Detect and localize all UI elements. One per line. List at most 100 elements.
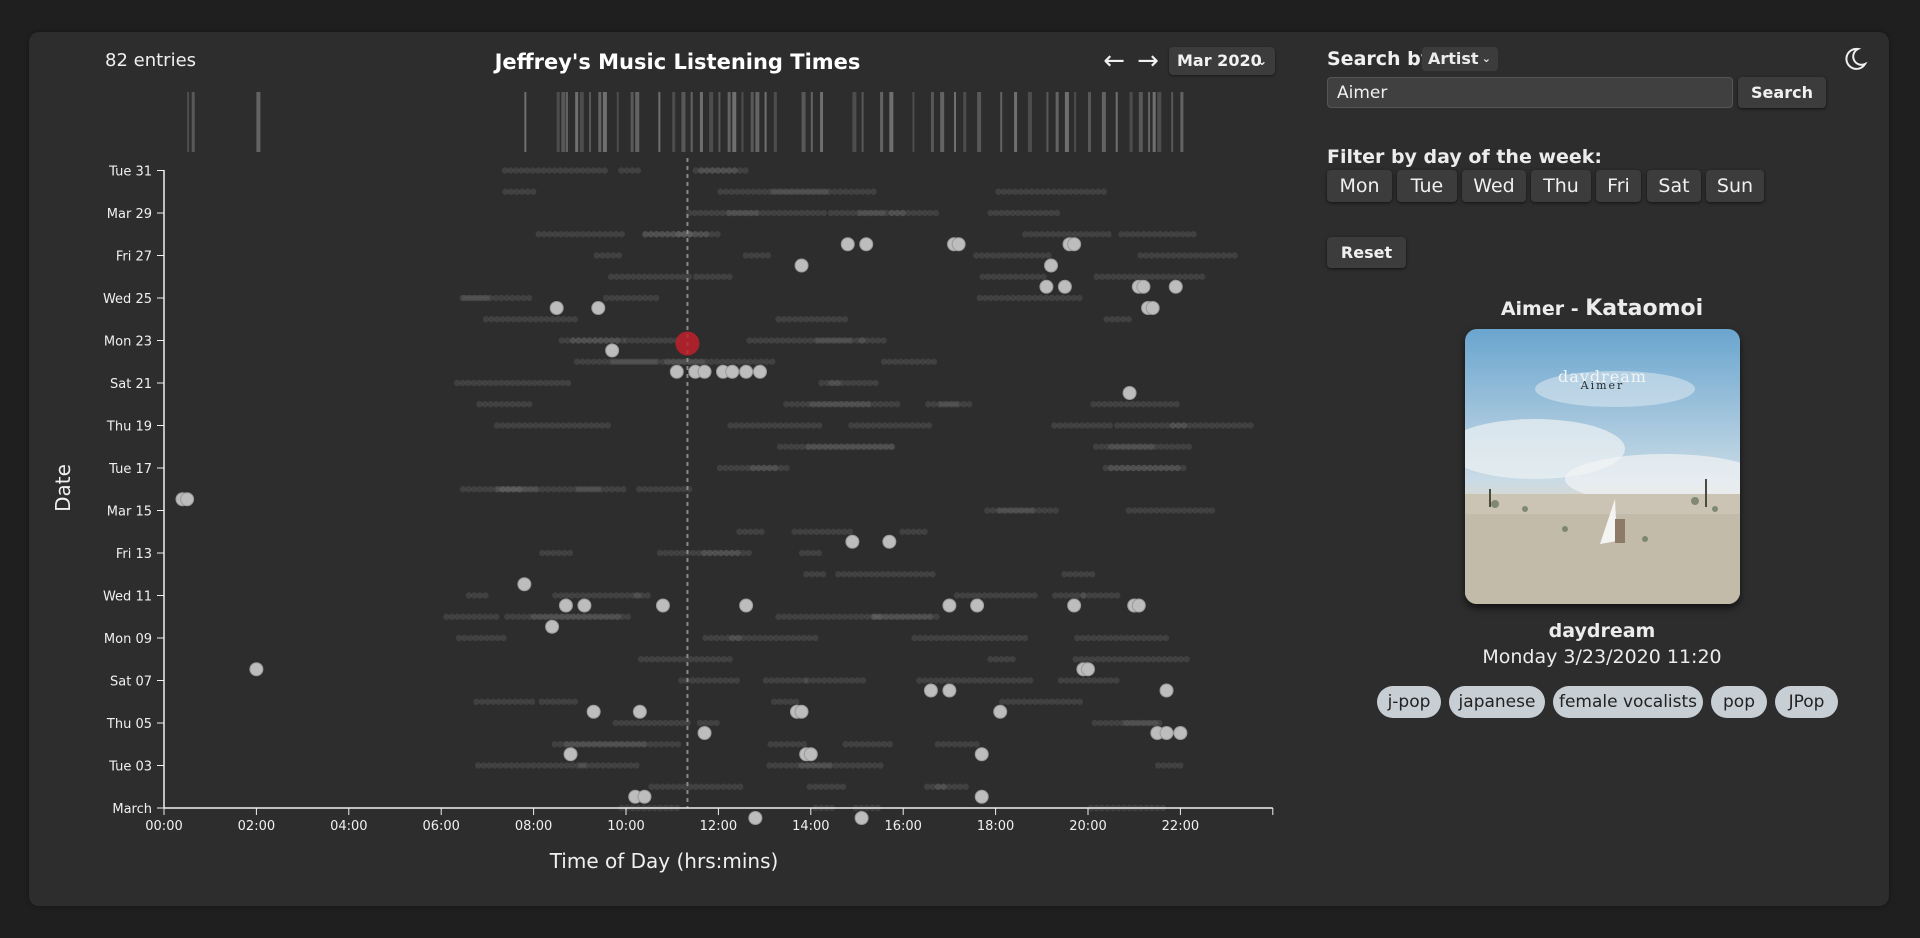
listen-point[interactable] bbox=[549, 301, 564, 315]
listen-point[interactable] bbox=[1145, 301, 1160, 315]
listen-point[interactable] bbox=[697, 726, 712, 740]
faint-mark bbox=[727, 464, 735, 472]
listen-point[interactable] bbox=[591, 301, 606, 315]
strip-bar bbox=[1074, 92, 1077, 152]
search-input[interactable] bbox=[1327, 77, 1733, 108]
listen-point[interactable] bbox=[970, 598, 985, 613]
day-button-wed[interactable]: Wed bbox=[1462, 170, 1526, 202]
faint-mark bbox=[1102, 464, 1109, 472]
faint-mark bbox=[744, 188, 752, 195]
faint-mark bbox=[1193, 273, 1200, 280]
listen-point[interactable] bbox=[993, 704, 1008, 719]
tag-chip[interactable]: j-pop bbox=[1377, 686, 1441, 718]
search-button[interactable]: Search bbox=[1738, 77, 1826, 108]
listen-point[interactable] bbox=[882, 534, 897, 549]
listen-point[interactable] bbox=[1067, 237, 1082, 252]
listen-point[interactable] bbox=[942, 598, 957, 613]
tag-chip[interactable]: pop bbox=[1711, 686, 1767, 718]
listen-point[interactable] bbox=[697, 364, 712, 379]
faint-mark bbox=[1063, 677, 1070, 684]
listen-point[interactable] bbox=[845, 534, 860, 549]
faint-mark bbox=[668, 273, 676, 280]
faint-mark bbox=[820, 337, 827, 344]
faint-mark bbox=[814, 188, 822, 195]
listen-point[interactable] bbox=[563, 747, 578, 762]
tag-chip[interactable]: japanese bbox=[1449, 686, 1545, 718]
faint-mark bbox=[1059, 294, 1067, 302]
faint-mark bbox=[453, 379, 461, 387]
listen-point[interactable] bbox=[1136, 279, 1151, 294]
listen-point[interactable] bbox=[974, 747, 989, 762]
listen-point[interactable] bbox=[748, 811, 763, 825]
listen-point[interactable] bbox=[803, 747, 818, 762]
faint-mark bbox=[647, 741, 654, 748]
tag-chip[interactable]: JPop bbox=[1775, 686, 1838, 718]
day-button-thu[interactable]: Thu bbox=[1531, 170, 1591, 202]
faint-mark bbox=[472, 294, 480, 302]
faint-mark bbox=[824, 528, 832, 535]
listen-point[interactable] bbox=[854, 811, 869, 825]
faint-mark bbox=[930, 401, 937, 408]
listen-point[interactable] bbox=[1131, 598, 1146, 613]
day-button-sat[interactable]: Sat bbox=[1647, 170, 1701, 202]
day-button-tue[interactable]: Tue bbox=[1397, 170, 1457, 202]
listen-point[interactable] bbox=[1039, 279, 1054, 294]
listen-point[interactable] bbox=[180, 492, 195, 507]
listen-point[interactable] bbox=[577, 598, 592, 613]
faint-mark bbox=[821, 762, 829, 769]
listen-point[interactable] bbox=[637, 789, 652, 804]
listen-point[interactable] bbox=[1159, 726, 1174, 740]
listen-point[interactable] bbox=[739, 364, 754, 379]
faint-mark bbox=[724, 358, 732, 365]
arrow-right-icon[interactable]: → bbox=[1137, 46, 1159, 76]
listen-point[interactable] bbox=[923, 683, 938, 698]
listen-point[interactable] bbox=[1122, 386, 1137, 400]
listen-point[interactable] bbox=[1081, 662, 1095, 677]
day-button-fri[interactable]: Fri bbox=[1596, 170, 1641, 202]
tag-chip[interactable]: female vocalists bbox=[1553, 686, 1703, 718]
listen-point[interactable] bbox=[1067, 598, 1082, 613]
day-button-sun[interactable]: Sun bbox=[1706, 170, 1764, 202]
day-button-mon[interactable]: Mon bbox=[1327, 170, 1392, 202]
listen-point[interactable] bbox=[1057, 279, 1072, 294]
listen-point[interactable] bbox=[517, 577, 532, 592]
listen-point[interactable] bbox=[942, 683, 957, 698]
selected-point[interactable] bbox=[675, 331, 700, 356]
listen-point[interactable] bbox=[605, 343, 620, 358]
faint-mark bbox=[513, 762, 521, 769]
listen-point[interactable] bbox=[974, 789, 989, 804]
faint-mark bbox=[586, 337, 593, 344]
listen-point[interactable] bbox=[1159, 683, 1174, 698]
arrow-left-icon[interactable]: ← bbox=[1103, 46, 1125, 76]
moon-icon[interactable] bbox=[1842, 46, 1868, 72]
faint-mark bbox=[520, 401, 527, 408]
listen-point[interactable] bbox=[558, 598, 573, 613]
faint-mark bbox=[743, 422, 751, 429]
listen-point[interactable] bbox=[545, 619, 560, 634]
listen-point[interactable] bbox=[951, 237, 966, 252]
listen-point[interactable] bbox=[752, 364, 767, 379]
listen-point[interactable] bbox=[739, 598, 754, 613]
search-by-select[interactable]: Artist ⌄ bbox=[1422, 47, 1498, 71]
listen-point[interactable] bbox=[632, 704, 647, 719]
listen-point[interactable] bbox=[794, 704, 809, 719]
faint-mark bbox=[866, 379, 874, 387]
faint-mark bbox=[831, 401, 838, 408]
listen-point[interactable] bbox=[1044, 258, 1059, 273]
faint-mark bbox=[1164, 252, 1172, 259]
month-select[interactable]: Mar 2020 ⌄ bbox=[1169, 47, 1275, 75]
faint-mark bbox=[934, 741, 942, 748]
reset-button[interactable]: Reset bbox=[1327, 237, 1406, 268]
listen-point[interactable] bbox=[1173, 726, 1188, 740]
listen-point[interactable] bbox=[249, 662, 264, 677]
listen-point[interactable] bbox=[1168, 279, 1183, 294]
faint-mark bbox=[1032, 698, 1039, 705]
listen-point[interactable] bbox=[794, 258, 809, 273]
listen-point[interactable] bbox=[859, 237, 874, 252]
faint-mark bbox=[877, 762, 884, 769]
listen-point[interactable] bbox=[669, 364, 684, 379]
listen-point[interactable] bbox=[840, 237, 855, 252]
listen-point[interactable] bbox=[586, 704, 601, 719]
listen-point[interactable] bbox=[655, 598, 670, 613]
listen-point[interactable] bbox=[725, 364, 740, 379]
